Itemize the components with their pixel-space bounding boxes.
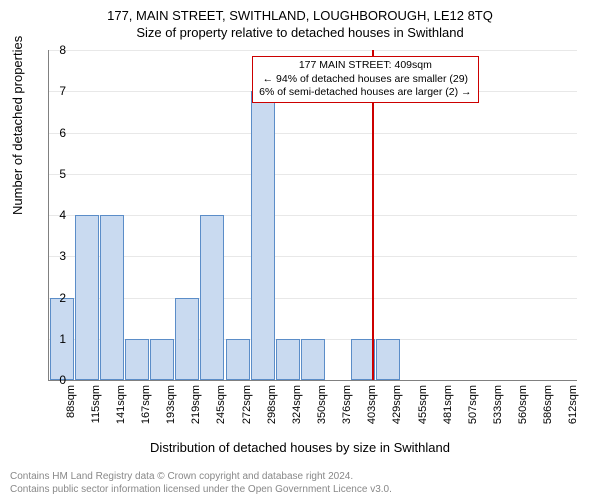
histogram-bar	[226, 339, 250, 380]
y-tick-label: 7	[46, 84, 66, 98]
gridline	[49, 50, 577, 51]
y-tick-label: 5	[46, 167, 66, 181]
gridline	[49, 215, 577, 216]
histogram-bar	[251, 91, 275, 380]
histogram-bar	[376, 339, 400, 380]
x-tick-label: 193sqm	[165, 385, 177, 445]
x-tick-label: 350sqm	[316, 385, 328, 445]
x-tick-label: 88sqm	[65, 385, 77, 445]
x-tick-label: 324sqm	[291, 385, 303, 445]
y-tick-label: 8	[46, 43, 66, 57]
x-tick-label: 272sqm	[241, 385, 253, 445]
callout-box: 177 MAIN STREET: 409sqm← 94% of detached…	[252, 56, 478, 103]
x-tick-label: 403sqm	[366, 385, 378, 445]
histogram-bar	[200, 215, 224, 380]
y-tick-label: 2	[46, 291, 66, 305]
x-tick-label: 560sqm	[517, 385, 529, 445]
x-tick-label: 586sqm	[542, 385, 554, 445]
histogram-bar	[175, 298, 199, 381]
plot-area: 177 MAIN STREET: 409sqm← 94% of detached…	[48, 50, 576, 380]
chart-subtitle: Size of property relative to detached ho…	[0, 23, 600, 40]
x-tick-label: 376sqm	[341, 385, 353, 445]
y-tick-label: 1	[46, 332, 66, 346]
chart-title: 177, MAIN STREET, SWITHLAND, LOUGHBOROUG…	[0, 0, 600, 23]
x-tick-label: 115sqm	[90, 385, 102, 445]
histogram-bar	[276, 339, 300, 380]
y-axis-label: Number of detached properties	[10, 36, 25, 215]
callout-line: ← 94% of detached houses are smaller (29…	[259, 73, 471, 87]
x-tick-label: 612sqm	[567, 385, 579, 445]
histogram-bar	[301, 339, 325, 380]
y-tick-label: 3	[46, 249, 66, 263]
x-tick-label: 141sqm	[115, 385, 127, 445]
footer-line-1: Contains HM Land Registry data © Crown c…	[10, 470, 392, 483]
x-tick-label: 507sqm	[467, 385, 479, 445]
callout-line: 6% of semi-detached houses are larger (2…	[259, 86, 471, 100]
y-tick-label: 6	[46, 126, 66, 140]
x-tick-label: 245sqm	[215, 385, 227, 445]
gridline	[49, 298, 577, 299]
x-tick-label: 455sqm	[417, 385, 429, 445]
footer-line-2: Contains public sector information licen…	[10, 483, 392, 496]
x-tick-label: 298sqm	[266, 385, 278, 445]
x-axis-label: Distribution of detached houses by size …	[0, 440, 600, 455]
gridline	[49, 256, 577, 257]
x-tick-label: 429sqm	[391, 385, 403, 445]
callout-line: 177 MAIN STREET: 409sqm	[259, 59, 471, 73]
histogram-bar	[75, 215, 99, 380]
chart-container: 177, MAIN STREET, SWITHLAND, LOUGHBOROUG…	[0, 0, 600, 500]
x-tick-label: 219sqm	[190, 385, 202, 445]
x-tick-label: 533sqm	[492, 385, 504, 445]
gridline	[49, 174, 577, 175]
histogram-bar	[125, 339, 149, 380]
histogram-bar	[100, 215, 124, 380]
gridline	[49, 133, 577, 134]
x-tick-label: 481sqm	[442, 385, 454, 445]
plot-box: 177 MAIN STREET: 409sqm← 94% of detached…	[48, 50, 577, 381]
footer-attribution: Contains HM Land Registry data © Crown c…	[10, 470, 392, 496]
x-tick-label: 167sqm	[140, 385, 152, 445]
y-tick-label: 4	[46, 208, 66, 222]
histogram-bar	[150, 339, 174, 380]
y-tick-label: 0	[46, 373, 66, 387]
